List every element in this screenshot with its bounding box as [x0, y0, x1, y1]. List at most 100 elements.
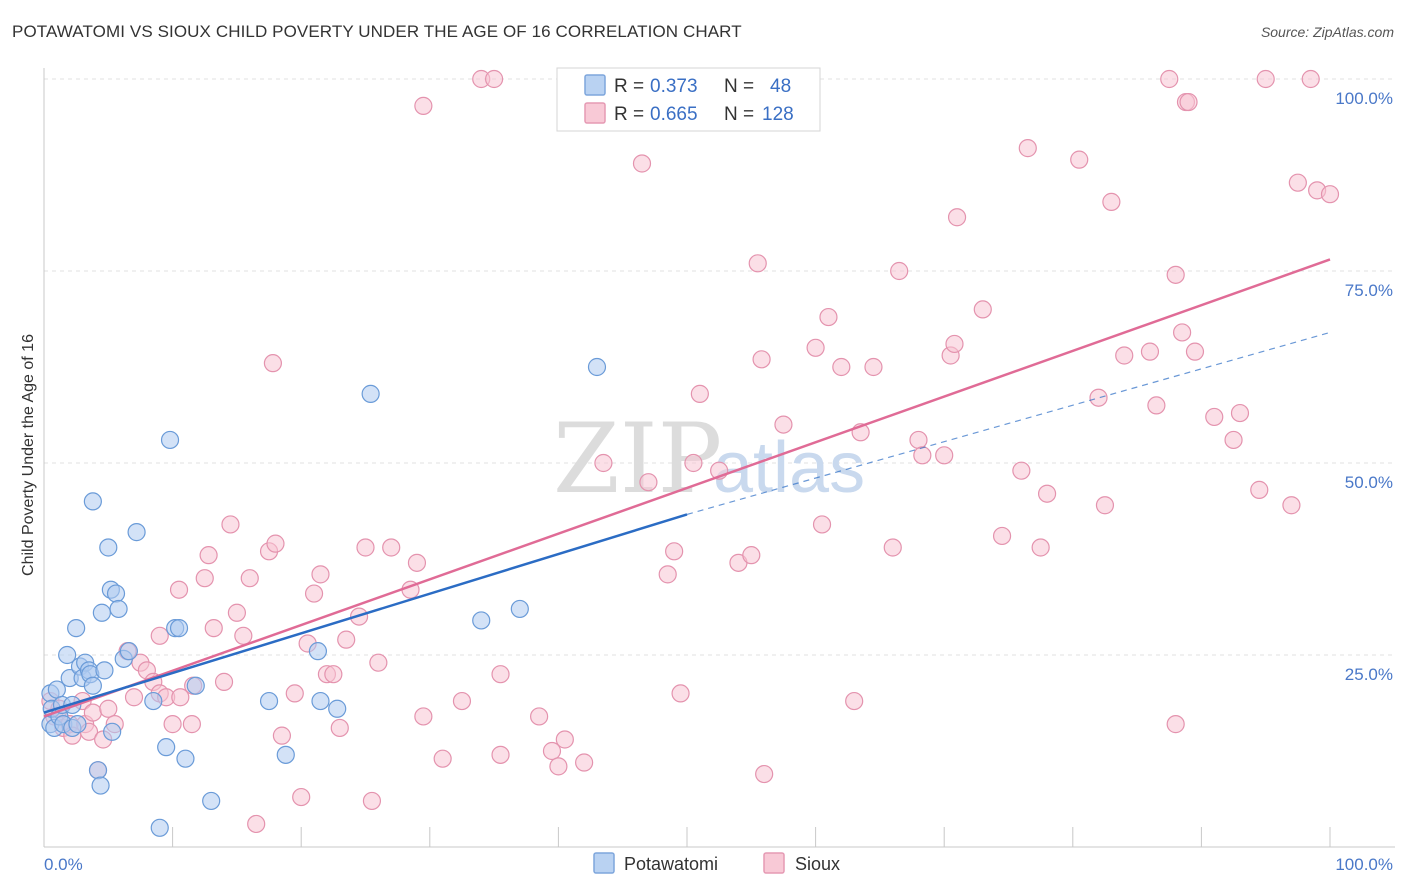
sioux-point-15: [124, 688, 144, 707]
sioux-point-124: [1282, 496, 1301, 515]
sioux-point-99: [973, 300, 992, 319]
sioux-point-53: [382, 538, 401, 557]
sioux-point-44: [311, 565, 330, 584]
sioux-point-29: [204, 619, 223, 638]
sioux-point-68: [575, 753, 594, 772]
x-tick-label-max: 100.0%: [1335, 855, 1393, 874]
sioux-point-58: [433, 749, 452, 768]
potawatomi-point-43: [276, 745, 295, 764]
source-label: Source: ZipAtlas.com: [1260, 24, 1394, 40]
sioux-point-119: [1205, 407, 1224, 427]
potawatomi-point-24: [95, 661, 114, 680]
sioux-point-100: [992, 526, 1012, 546]
sioux-point-75: [684, 453, 703, 473]
sioux-point-22: [163, 715, 182, 734]
sioux-point-61: [485, 69, 504, 89]
potawatomi-point-19: [83, 676, 102, 695]
sioux-point-57: [414, 96, 433, 115]
potawatomi-point-39: [176, 749, 195, 768]
y-tick-label-3: 100.0%: [1335, 89, 1393, 108]
sioux-point-128: [1320, 185, 1340, 204]
legend-r-label-1: R =: [614, 76, 644, 97]
sioux-point-35: [247, 814, 266, 834]
potawatomi-point-32: [127, 523, 146, 542]
potawatomi-point-23: [92, 603, 111, 622]
sioux-point-56: [414, 707, 433, 726]
sioux-point-65: [542, 741, 562, 761]
sioux-point-79: [742, 546, 761, 565]
sioux-point-113: [1166, 265, 1185, 284]
sioux-point-33: [234, 626, 253, 645]
sioux-point-122: [1250, 480, 1269, 499]
y-axis-label: Child Poverty Under the Age of 16: [20, 334, 37, 576]
sioux-point-94: [913, 446, 932, 465]
legend-swatch-sioux: [584, 102, 606, 124]
potawatomi-point-22: [91, 776, 110, 795]
sioux-point-82: [755, 764, 774, 784]
potawatomi-point-41: [202, 791, 221, 811]
sioux-point-31: [221, 515, 240, 534]
sioux-point-72: [658, 565, 677, 584]
sioux-point-38: [266, 534, 285, 553]
sioux-point-41: [292, 787, 311, 807]
bottom-legend: Potawatomi Sioux: [593, 852, 840, 874]
sioux-point-87: [832, 357, 851, 377]
potawatomi-point-27: [103, 722, 122, 741]
sioux-point-126: [1301, 69, 1320, 89]
sioux-point-88: [845, 691, 864, 711]
sioux-point-101: [1012, 461, 1031, 480]
legend-r-value-1: 0.373: [650, 76, 698, 97]
sioux-point-110: [1140, 342, 1160, 361]
potawatomi-point-40: [186, 676, 205, 695]
sioux-point-71: [639, 473, 658, 492]
legend-n-label-1: N =: [724, 76, 754, 97]
potawatomi-point-33: [144, 691, 163, 711]
potawatomi-point-35: [157, 738, 176, 757]
bottom-legend-swatch-potawatomi: [593, 852, 615, 874]
sioux-point-81: [752, 350, 771, 369]
sioux-point-105: [1070, 150, 1089, 169]
sioux-point-118: [1185, 342, 1205, 361]
bottom-legend-label-sioux: Sioux: [795, 854, 840, 874]
sioux-point-107: [1095, 496, 1115, 515]
potawatomi-point-21: [88, 761, 108, 780]
potawatomi-point-49: [510, 599, 529, 619]
potawatomi-point-42: [259, 691, 279, 711]
sioux-point-47: [330, 718, 349, 738]
potawatomi-point-44: [308, 642, 328, 661]
sioux-point-28: [199, 546, 218, 565]
sioux-point-30: [214, 672, 234, 691]
sioux-point-27: [195, 569, 214, 588]
sioux-point-9: [83, 703, 102, 722]
potawatomi-point-28: [106, 584, 126, 603]
sioux-point-67: [555, 730, 574, 749]
x-tick-label-min: 0.0%: [44, 855, 83, 874]
sioux-point-25: [182, 715, 201, 734]
legend-n-value-1: 48: [770, 76, 791, 97]
potawatomi-point-31: [119, 642, 138, 661]
legend-n-label-2: N =: [724, 104, 754, 125]
sioux-point-39: [272, 726, 292, 745]
potawatomi-point-34: [150, 818, 169, 837]
sioux-point-70: [632, 154, 652, 173]
axes: [43, 68, 1395, 848]
sioux-point-95: [935, 446, 954, 465]
potawatomi-point-8: [58, 645, 77, 665]
potawatomi-point-25: [99, 538, 118, 557]
sioux-point-20: [150, 626, 169, 645]
sioux-point-66: [549, 757, 568, 776]
bottom-legend-swatch-sioux: [763, 852, 785, 874]
chart-title: POTAWATOMI VS SIOUX CHILD POVERTY UNDER …: [12, 22, 742, 41]
legend-r-value-2: 0.665: [650, 104, 698, 125]
sioux-point-125: [1288, 173, 1307, 192]
sioux-point-120: [1224, 430, 1243, 450]
potawatomi-point-50: [587, 357, 607, 377]
sioux-point-48: [337, 630, 356, 649]
sioux-point-86: [819, 307, 838, 327]
potawatomi-point-46: [328, 699, 347, 718]
sioux-point-80: [748, 254, 767, 273]
sioux-trend-line: [43, 258, 1331, 718]
sioux-point-51: [362, 791, 382, 811]
sioux-point-85: [812, 515, 832, 534]
